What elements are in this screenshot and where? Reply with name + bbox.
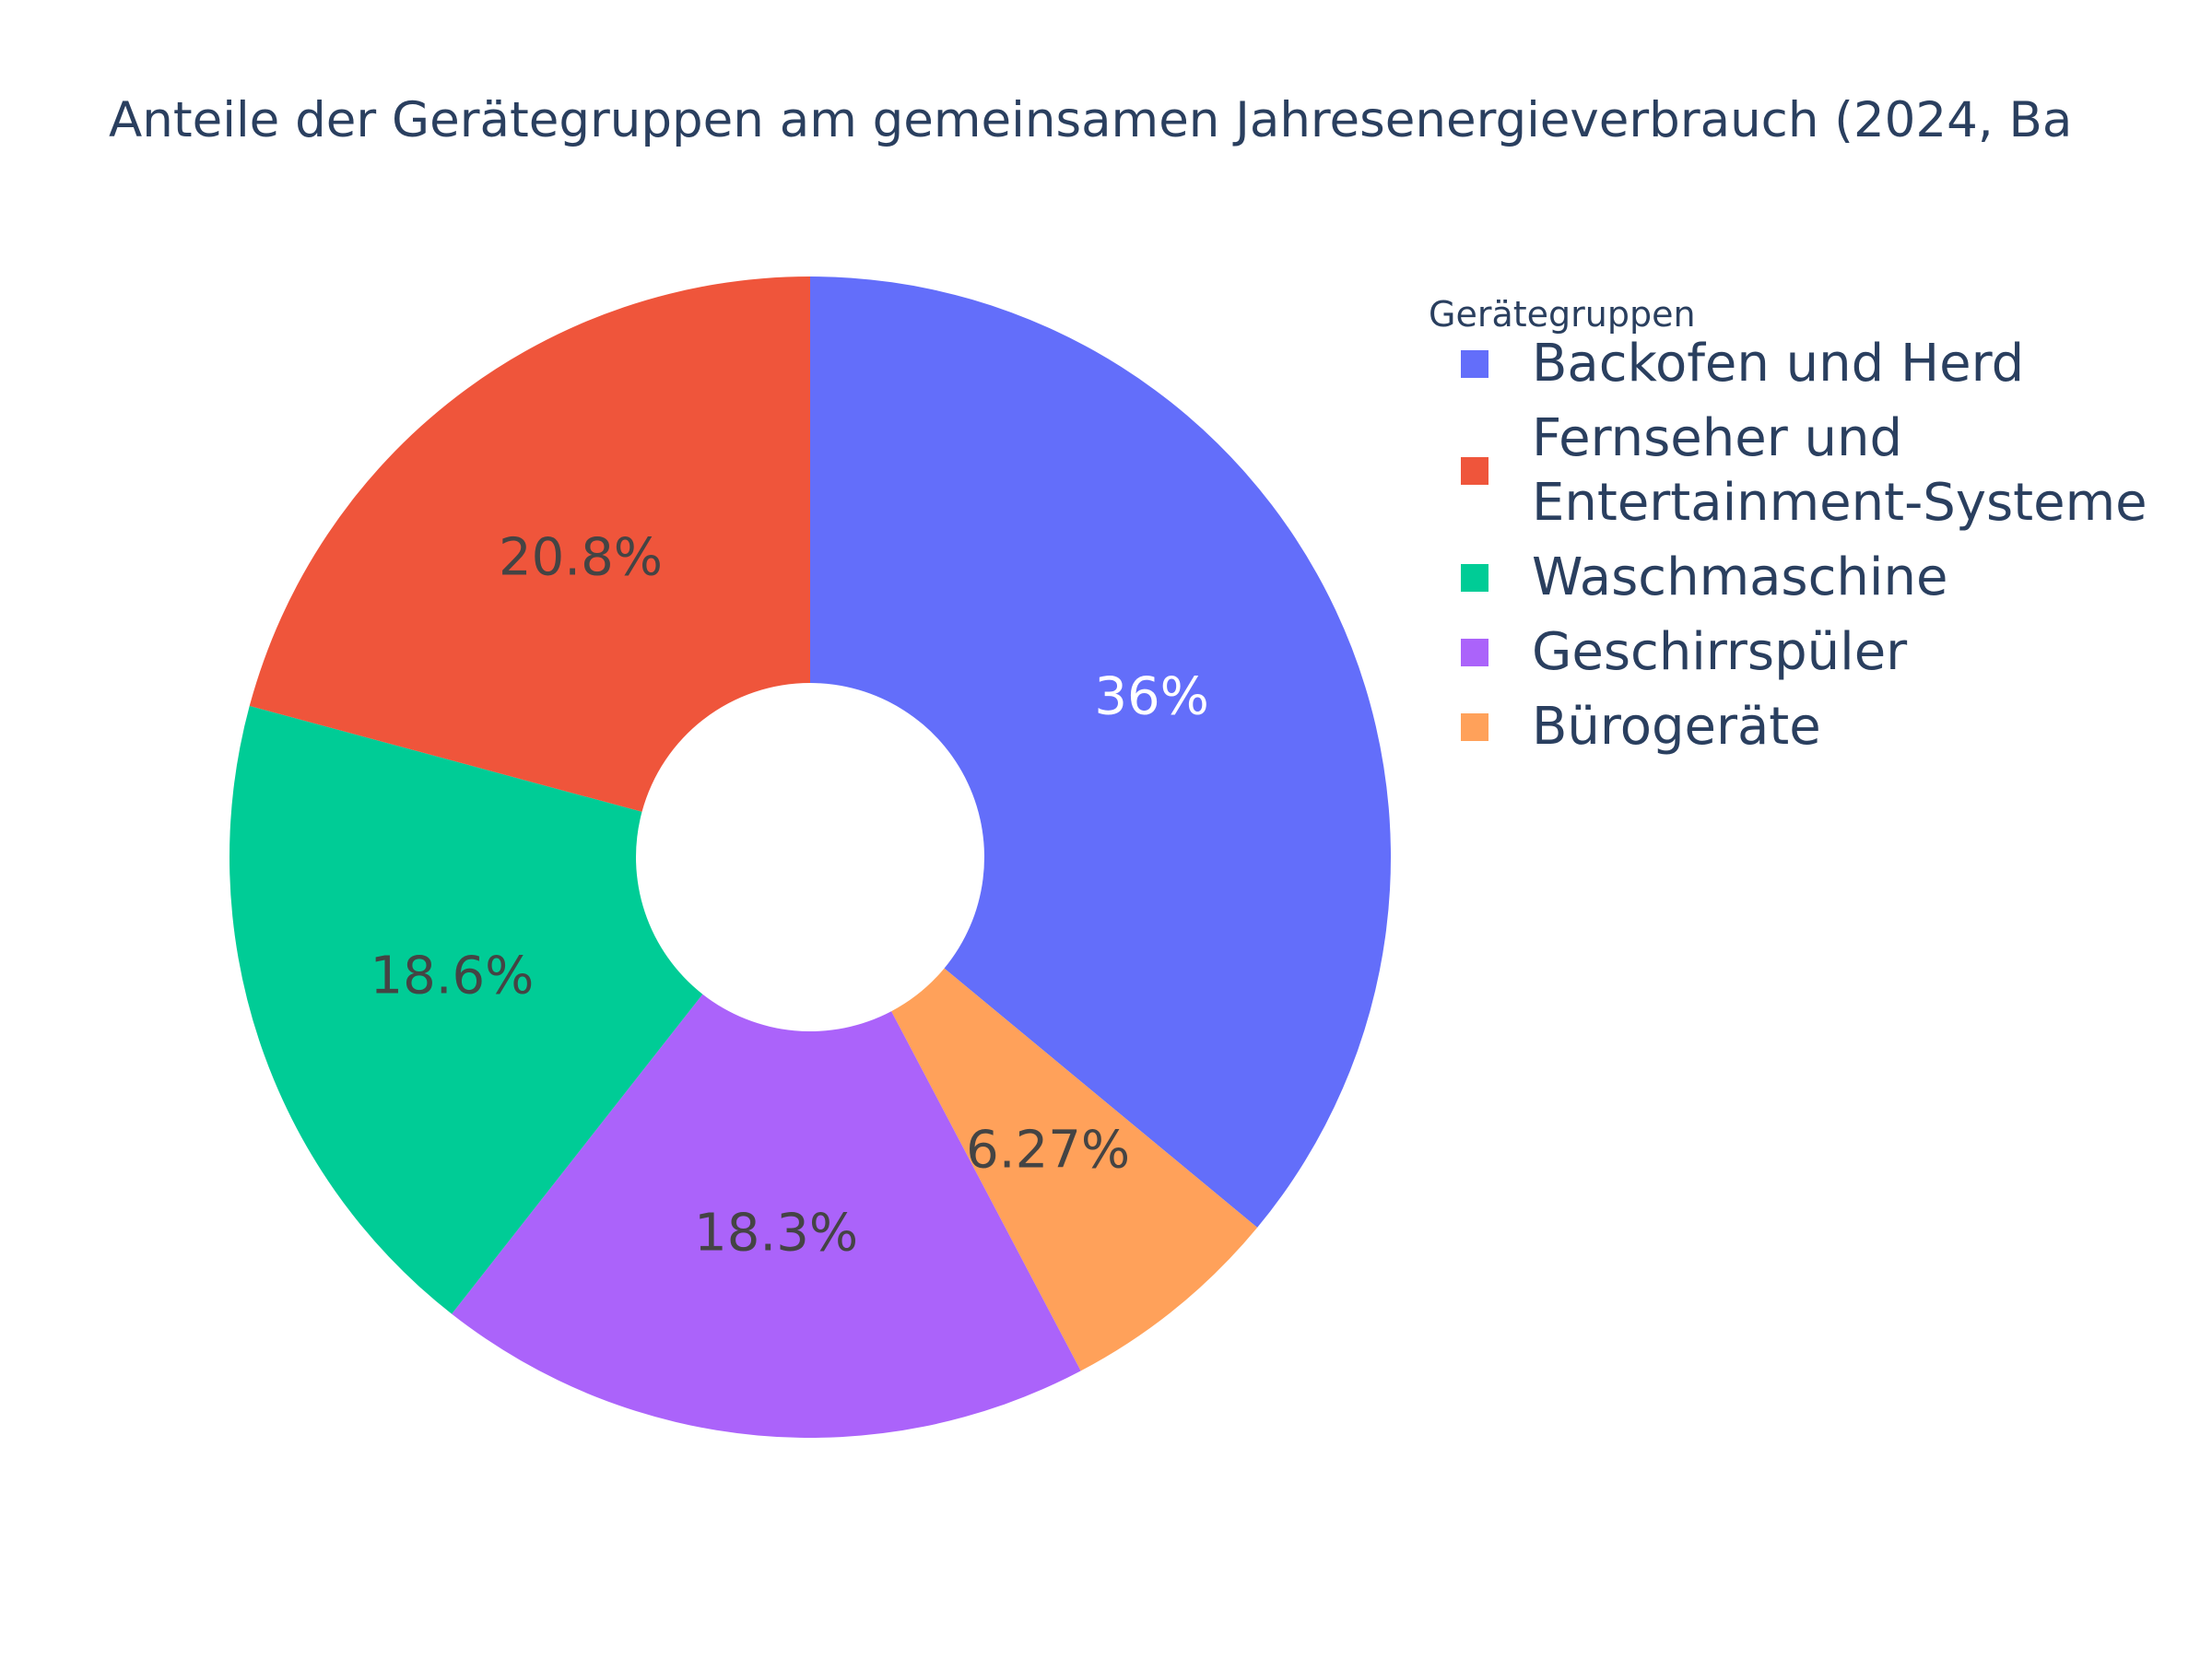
slice-label-backofen-und-herd: 36% bbox=[1094, 666, 1208, 726]
pie-slice-fernseher-und-entertainment-systeme[interactable] bbox=[249, 276, 810, 812]
legend-item-backofen-und-herd[interactable]: Backofen und Herd bbox=[1532, 334, 2024, 394]
legend-swatch-fernseher-und-entertainment-systeme[interactable] bbox=[1461, 457, 1488, 485]
pie-slice-buerogeraete[interactable] bbox=[891, 968, 1258, 1371]
legend-item-buerogeraete[interactable]: Bürogeräte bbox=[1532, 697, 1821, 757]
legend-item-line: Waschmaschine bbox=[1532, 547, 1947, 607]
slice-labels: 36% 6.27% 18.3% 18.6% 20.8% bbox=[370, 527, 1208, 1263]
legend-item-line: Backofen und Herd bbox=[1532, 334, 2024, 394]
pie-slice-waschmaschine[interactable] bbox=[229, 705, 703, 1314]
pie-slices bbox=[229, 276, 1392, 1438]
slice-label-buerogeraete: 6.27% bbox=[966, 1120, 1130, 1180]
legend-item-line: Bürogeräte bbox=[1532, 697, 1821, 757]
legend-item-line: Fernseher und bbox=[1532, 408, 1902, 468]
legend: Gerätegruppen Backofen und Herd Fernseher… bbox=[1429, 294, 2147, 757]
legend-swatch-buerogeraete[interactable] bbox=[1461, 713, 1488, 741]
pie-slice-geschirrspueler[interactable] bbox=[452, 994, 1081, 1438]
legend-swatch-backofen-und-herd[interactable] bbox=[1461, 350, 1488, 378]
slice-label-fernseher-und-entertainment-systeme: 20.8% bbox=[499, 527, 663, 587]
slice-label-geschirrspueler: 18.3% bbox=[694, 1203, 858, 1263]
slice-label-waschmaschine: 18.6% bbox=[370, 947, 534, 1006]
chart-title: Anteile der Gerätegruppen am gemeinsamen… bbox=[109, 92, 2072, 148]
legend-swatch-geschirrspueler[interactable] bbox=[1461, 639, 1488, 666]
legend-item-waschmaschine[interactable]: Waschmaschine bbox=[1532, 547, 1947, 607]
legend-item-line: Geschirrspüler bbox=[1532, 622, 1908, 682]
legend-item-fernseher-und-entertainment-systeme[interactable]: Fernseher und Entertainment-Systeme bbox=[1532, 408, 2147, 533]
pie-slice-backofen-und-herd[interactable] bbox=[810, 276, 1392, 1228]
legend-item-line: Entertainment-Systeme bbox=[1532, 473, 2147, 533]
legend-item-geschirrspueler[interactable]: Geschirrspüler bbox=[1532, 622, 1908, 682]
legend-swatch-waschmaschine[interactable] bbox=[1461, 564, 1488, 592]
legend-title: Gerätegruppen bbox=[1429, 294, 1696, 335]
